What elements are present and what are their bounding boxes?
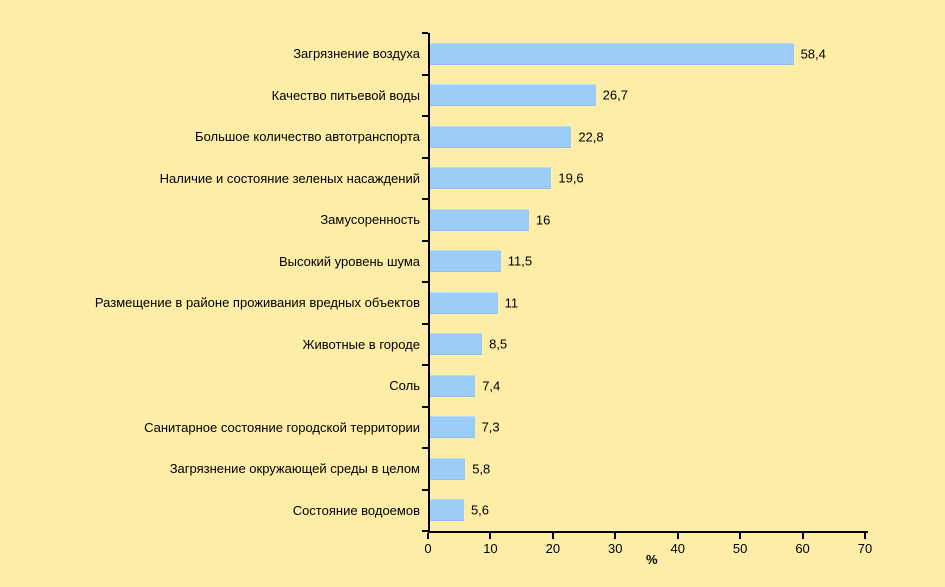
y-axis-tick bbox=[422, 198, 428, 200]
bar-track: 11,5 bbox=[428, 241, 945, 283]
bar-row: Высокий уровень шума 11,5 bbox=[0, 241, 945, 283]
value-label: 26,7 bbox=[602, 87, 628, 103]
y-axis-tick bbox=[422, 488, 428, 491]
value-label: 5,8 bbox=[472, 461, 491, 477]
bar bbox=[429, 416, 475, 439]
x-axis-tick-label: 70 bbox=[857, 541, 873, 556]
x-axis-tick bbox=[739, 533, 742, 539]
bar-row: Санитарное состояние городской территори… bbox=[0, 407, 945, 449]
bar-row: Состояние водоемов 5,6 bbox=[0, 490, 945, 532]
category-label: Размещение в районе проживания вредных о… bbox=[94, 295, 420, 311]
bar-row: Качество питьевой воды 26,7 bbox=[0, 75, 945, 117]
value-label: 8,5 bbox=[489, 336, 508, 352]
bar-track: 19,6 bbox=[428, 158, 945, 200]
bar-row: Наличие и состояние зеленых насаждений 19… bbox=[0, 158, 945, 200]
bar-row: Размещение в районе проживания вредных о… bbox=[0, 282, 945, 324]
bar-row: Загрязнение воздуха 58,4 bbox=[0, 33, 945, 75]
bar-rows-container: Загрязнение воздуха 58,4 Качество питьевой… bbox=[0, 33, 945, 531]
x-axis-tick-label: 0 bbox=[424, 541, 432, 556]
value-label: 16 bbox=[535, 212, 551, 228]
category-label: Санитарное состояние городской территори… bbox=[144, 419, 420, 435]
value-label: 11,5 bbox=[507, 253, 533, 269]
bar bbox=[429, 208, 529, 231]
x-axis-tick-label: 40 bbox=[670, 541, 685, 556]
bar-track: 8,5 bbox=[428, 324, 945, 366]
value-label: 58,4 bbox=[800, 46, 826, 62]
category-label: Загрязнение окружающей среды в целом bbox=[169, 461, 420, 477]
value-label: 7,4 bbox=[482, 378, 501, 394]
category-label: Высокий уровень шума bbox=[278, 253, 420, 269]
bar-row: Большое количество автотранспорта 22,8 bbox=[0, 116, 945, 158]
x-axis-tick-label: 10 bbox=[483, 541, 498, 556]
bar-row: Соль 7,4 bbox=[0, 365, 945, 407]
y-axis-tick bbox=[422, 239, 428, 242]
bar bbox=[429, 291, 498, 314]
y-axis-tick bbox=[422, 447, 428, 449]
bar-track: 26,7 bbox=[428, 75, 945, 117]
y-axis-tick bbox=[422, 364, 428, 366]
y-axis-tick bbox=[422, 73, 428, 76]
category-label: Животные в городе bbox=[302, 336, 420, 352]
category-label: Замусоренность bbox=[320, 212, 420, 228]
bar bbox=[429, 250, 501, 273]
bar bbox=[429, 125, 572, 148]
x-axis-tick bbox=[864, 533, 866, 539]
y-axis-tick bbox=[422, 115, 428, 117]
bar-track: 5,8 bbox=[428, 448, 945, 490]
x-axis-tick-label: 50 bbox=[732, 541, 748, 556]
x-axis-tick bbox=[676, 533, 679, 539]
category-label: Большое количество автотранспорта bbox=[195, 129, 420, 145]
bar-track: 22,8 bbox=[428, 116, 945, 158]
bar-track: 7,4 bbox=[428, 365, 945, 407]
bar-row: Замусоренность 16 bbox=[0, 199, 945, 241]
value-label: 11 bbox=[504, 295, 519, 311]
y-axis-tick bbox=[422, 281, 428, 283]
x-axis-unit-label: % bbox=[646, 552, 658, 567]
bar bbox=[429, 167, 552, 190]
bar-track: 16 bbox=[428, 199, 945, 241]
x-axis-line bbox=[428, 531, 868, 533]
value-label: 5,6 bbox=[470, 502, 490, 518]
value-label: 19,6 bbox=[558, 170, 584, 186]
bar bbox=[429, 42, 794, 65]
x-axis-tick-label: 60 bbox=[795, 541, 810, 556]
bar bbox=[429, 457, 466, 480]
bar-track: 58,4 bbox=[428, 33, 945, 75]
category-label: Состояние водоемов bbox=[292, 502, 420, 518]
category-label: Соль bbox=[389, 378, 420, 394]
bar-track: 11 bbox=[428, 282, 945, 324]
y-axis-tick bbox=[422, 32, 428, 34]
x-axis-tick bbox=[427, 533, 429, 539]
bar-row: Животные в городе 8,5 bbox=[0, 324, 945, 366]
value-label: 22,8 bbox=[578, 129, 604, 145]
value-label: 7,3 bbox=[481, 419, 500, 435]
x-axis-tick-label: 20 bbox=[545, 541, 561, 556]
x-axis-tick bbox=[489, 533, 492, 539]
y-axis-tick bbox=[422, 156, 428, 159]
bar bbox=[429, 84, 596, 107]
category-label: Наличие и состояние зеленых насаждений bbox=[159, 170, 420, 186]
x-axis-tick bbox=[614, 533, 617, 539]
bar-track: 5,6 bbox=[428, 490, 945, 532]
bar-row: Загрязнение окружающей среды в целом 5,8 bbox=[0, 448, 945, 490]
x-axis-tick bbox=[551, 533, 554, 539]
x-axis-tick-label: 30 bbox=[608, 541, 623, 556]
category-label: Качество питьевой воды bbox=[271, 87, 420, 103]
bar bbox=[429, 333, 483, 356]
y-axis-tick bbox=[422, 530, 428, 532]
bar bbox=[429, 374, 476, 397]
bar bbox=[429, 499, 464, 522]
y-axis-tick bbox=[422, 322, 428, 325]
y-axis-line bbox=[428, 33, 430, 533]
bar-track: 7,3 bbox=[428, 407, 945, 449]
category-label: Загрязнение воздуха bbox=[293, 46, 420, 62]
x-axis-tick bbox=[801, 533, 804, 539]
y-axis-tick bbox=[422, 405, 428, 408]
